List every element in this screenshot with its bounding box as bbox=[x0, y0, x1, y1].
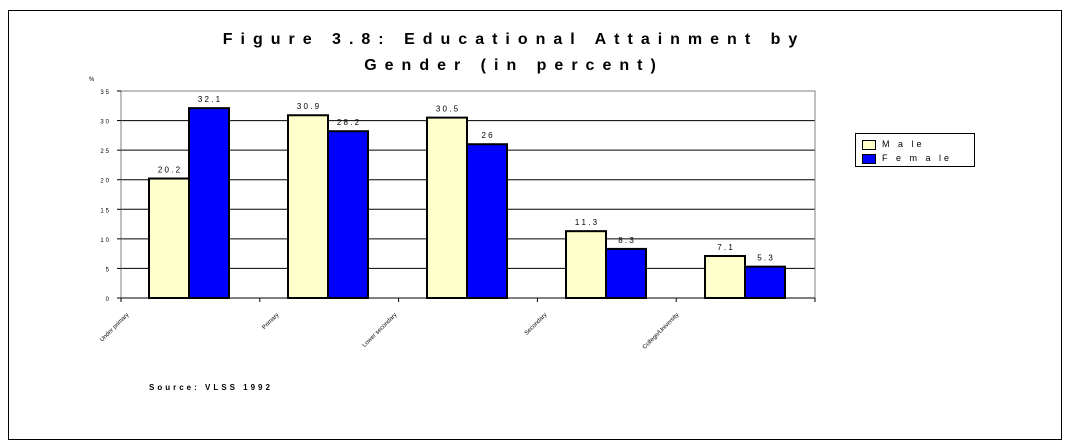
bar-male-1 bbox=[287, 114, 329, 300]
data-label: 5 . 3 bbox=[757, 254, 773, 263]
data-label: 3 0 . 9 bbox=[297, 102, 320, 111]
bar-male-0 bbox=[148, 177, 190, 300]
data-label: 2 6 bbox=[481, 131, 493, 140]
legend: M a le F e m a le bbox=[855, 133, 975, 167]
bar-female-1 bbox=[327, 130, 369, 299]
legend-swatch-male bbox=[862, 139, 876, 150]
y-tick-label: 30 bbox=[100, 120, 111, 126]
y-tick-label: 0 bbox=[106, 297, 111, 303]
data-label: 3 2 . 1 bbox=[198, 95, 221, 104]
legend-label-male: M a le bbox=[882, 139, 925, 149]
chart-plot: 0 5 10 15 20 25 30 35% 2 0 . 2 3 2 . 1 3 0 . 9 2 8 … bbox=[89, 77, 816, 351]
y-tick-label: 35 bbox=[100, 90, 111, 96]
y-tick-label: 5 bbox=[106, 267, 111, 273]
x-tick-label: Lower secondary bbox=[362, 312, 399, 349]
chart-title-line-1: Figure 3.8: Educational Attainment by bbox=[222, 31, 806, 48]
y-axis-label: % bbox=[89, 77, 95, 83]
data-label: 7 . 1 bbox=[717, 243, 733, 252]
bar-female-4 bbox=[744, 265, 786, 299]
x-tick-label: Primary bbox=[262, 312, 281, 331]
legend-item-female: F e m a le bbox=[862, 152, 952, 164]
source-note: Source: VLSS 1992 bbox=[149, 383, 273, 392]
bar-female-0 bbox=[188, 107, 230, 299]
y-tick-label: 15 bbox=[100, 208, 111, 214]
legend-item-male: M a le bbox=[862, 138, 925, 150]
x-tick-label: Secondary bbox=[524, 312, 549, 337]
data-label: 3 0 . 5 bbox=[436, 105, 459, 114]
bar-female-3 bbox=[605, 247, 647, 299]
data-label: 1 1 . 3 bbox=[575, 218, 598, 227]
y-tick-label: 20 bbox=[100, 179, 111, 185]
legend-swatch-female bbox=[862, 153, 876, 164]
data-label: 2 8 . 2 bbox=[337, 118, 360, 127]
y-tick-label: 10 bbox=[100, 238, 111, 244]
data-label: 2 0 . 2 bbox=[158, 166, 181, 175]
x-tick-label: College/University bbox=[642, 312, 680, 350]
data-label: 8 . 3 bbox=[618, 236, 634, 245]
legend-label-female: F e m a le bbox=[882, 153, 953, 163]
chart-title-line-2: Gender (in percent) bbox=[364, 57, 664, 74]
y-tick-label: 25 bbox=[100, 149, 111, 155]
bar-male-4 bbox=[704, 255, 746, 300]
chart-frame: 0 5 10 15 20 25 30 35% 2 0 . 2 3 2 . 1 3 0 . 9 2 8 … bbox=[8, 10, 1062, 440]
bar-male-3 bbox=[565, 230, 607, 299]
bar-female-2 bbox=[466, 143, 508, 299]
bar-male-2 bbox=[426, 116, 468, 299]
x-tick-label: Under primary bbox=[99, 312, 130, 343]
